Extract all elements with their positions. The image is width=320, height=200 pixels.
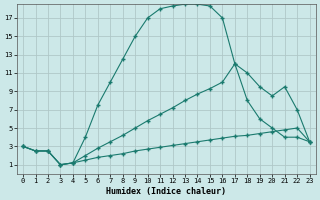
X-axis label: Humidex (Indice chaleur): Humidex (Indice chaleur) [106, 187, 226, 196]
